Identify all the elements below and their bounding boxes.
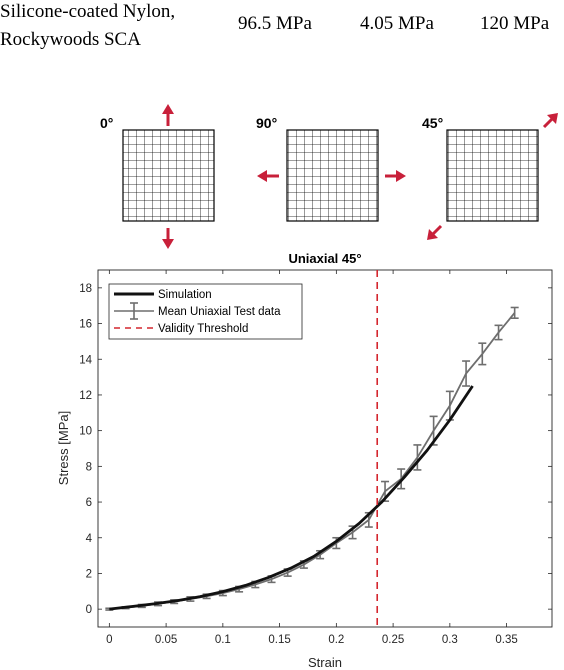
orientation-label-45deg: 45° (422, 115, 443, 131)
x-axis-ticks: 0 0.05 0.1 0.15 0.2 0.25 0.3 0.35 (106, 270, 518, 646)
arrow-up-icon (162, 104, 174, 126)
y-tick-label: 16 (79, 319, 92, 331)
arrow-up-right-icon (542, 113, 558, 129)
table-row-value-2: 4.05 MPa (360, 13, 434, 34)
y-axis-ticks: 0 2 4 6 8 10 12 14 16 18 (79, 283, 552, 616)
legend: Simulation Mean Uniaxial Test data Valid… (108, 283, 303, 340)
x-tick-label: 0 (106, 634, 112, 646)
arrow-down-left-icon (427, 224, 443, 240)
x-tick-label: 0.1 (215, 634, 231, 646)
y-tick-label: 12 (79, 390, 92, 402)
x-tick-label: 0.2 (328, 634, 344, 646)
arrow-down-icon (162, 228, 174, 249)
table-row-material-line1: Silicone-coated Nylon, (0, 1, 176, 22)
stress-strain-chart: Uniaxial 45° 0 0.05 0.1 0.15 0.2 0.25 0.3 0.35 … (56, 252, 553, 670)
arrow-right-icon (385, 170, 406, 182)
table-row-value-3: 120 MPa (480, 13, 550, 34)
series-layer (105, 270, 519, 627)
x-tick-label: 0.25 (382, 634, 404, 646)
y-tick-label: 14 (79, 354, 92, 366)
table-row-material-line2: Rockywoods SCA (0, 29, 141, 50)
legend-label-test-data: Mean Uniaxial Test data (158, 306, 281, 318)
y-tick-label: 8 (86, 461, 92, 473)
specimen-grid-0deg (122, 129, 215, 222)
arrow-left-icon (257, 170, 279, 182)
x-tick-label: 0.05 (155, 634, 177, 646)
y-tick-label: 4 (86, 533, 93, 545)
x-tick-label: 0.35 (495, 634, 517, 646)
specimen-grid-45deg (446, 129, 539, 222)
table-row-value-1: 96.5 MPa (238, 13, 312, 34)
x-tick-label: 0.3 (442, 634, 458, 646)
y-tick-label: 0 (86, 604, 92, 616)
legend-label-simulation: Simulation (158, 289, 212, 301)
specimen-grid-90deg (286, 129, 379, 222)
legend-label-threshold: Validity Threshold (158, 323, 248, 335)
y-tick-label: 10 (79, 426, 92, 438)
legend-swatch-test-data (114, 302, 154, 320)
orientation-diagram: 0° 90° 45° (100, 104, 558, 249)
x-tick-label: 0.15 (268, 634, 290, 646)
orientation-label-0deg: 0° (100, 115, 113, 131)
y-axis-label: Stress [MPa] (56, 411, 71, 485)
specimen-0deg: 0° (100, 104, 215, 249)
y-tick-label: 6 (86, 497, 92, 509)
specimen-45deg: 45° (422, 113, 558, 240)
y-tick-label: 2 (86, 568, 92, 580)
chart-title: Uniaxial 45° (288, 252, 361, 266)
simulation-line (109, 385, 474, 611)
specimen-90deg: 90° (256, 115, 406, 222)
x-axis-label: Strain (308, 655, 342, 670)
orientation-label-90deg: 90° (256, 115, 277, 131)
y-tick-label: 18 (79, 283, 92, 295)
